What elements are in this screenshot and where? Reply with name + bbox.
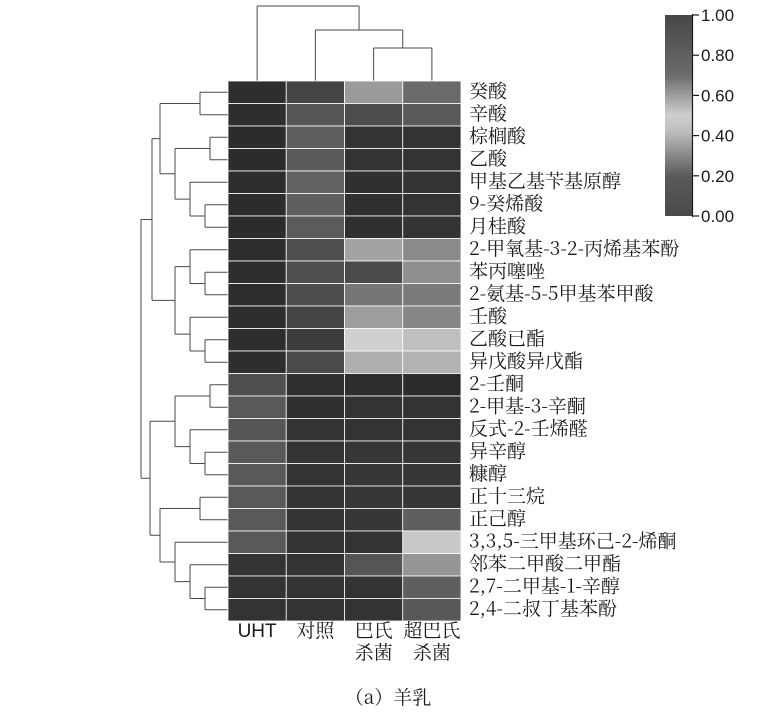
svg-text:1.00: 1.00 [701,6,734,25]
svg-text:0.00: 0.00 [701,207,734,226]
svg-text:（a）羊乳: （a）羊乳 [345,683,432,710]
svg-text:2,4-二叔丁基苯酚: 2,4-二叔丁基苯酚 [469,594,617,621]
svg-text:0.60: 0.60 [701,86,734,105]
svg-text:对照: 对照 [296,616,335,643]
svg-text:杀菌: 杀菌 [413,638,451,665]
svg-text:0.40: 0.40 [701,127,734,146]
svg-text:0.80: 0.80 [701,46,734,65]
svg-text:杀菌: 杀菌 [355,638,393,665]
svg-text:0.20: 0.20 [701,167,734,186]
svg-text:UHT: UHT [238,621,277,642]
